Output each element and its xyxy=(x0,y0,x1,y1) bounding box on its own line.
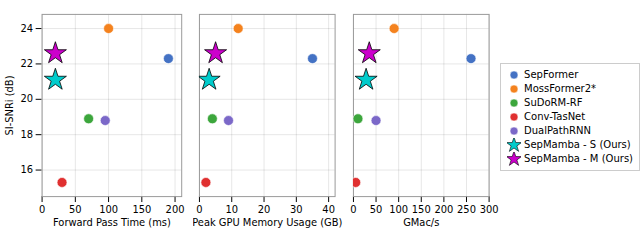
svg-text:0: 0 xyxy=(350,203,356,214)
svg-text:40: 40 xyxy=(322,203,335,214)
html-text:SepFormer: SepFormer xyxy=(524,69,579,80)
svg-text:24: 24 xyxy=(21,22,34,33)
svg-text:SI-SNRi (dB): SI-SNRi (dB) xyxy=(4,75,15,135)
svg-text:20: 20 xyxy=(21,93,34,104)
svg-text:10: 10 xyxy=(226,203,239,214)
svg-text:100: 100 xyxy=(389,203,408,214)
svg-text:250: 250 xyxy=(457,203,476,214)
svg-text:100: 100 xyxy=(99,203,118,214)
html-text:MossFormer2*: MossFormer2* xyxy=(524,83,596,94)
svg-text:0: 0 xyxy=(39,203,45,214)
svg-text:30: 30 xyxy=(290,203,303,214)
svg-text:16: 16 xyxy=(21,164,34,175)
svg-text:200: 200 xyxy=(434,203,453,214)
svg-text:200: 200 xyxy=(166,203,185,214)
svg-text:22: 22 xyxy=(21,58,34,69)
html-text:DualPathRNN: DualPathRNN xyxy=(524,125,591,136)
html-text:Conv-TasNet: Conv-TasNet xyxy=(524,111,586,122)
svg-text:50: 50 xyxy=(69,203,82,214)
svg-text:18: 18 xyxy=(21,128,34,139)
html-text:SepMamba - S (Ours): SepMamba - S (Ours) xyxy=(524,139,631,150)
svg-text:Peak GPU Memory Usage (GB): Peak GPU Memory Usage (GB) xyxy=(193,217,342,228)
svg-text:20: 20 xyxy=(258,203,271,214)
svg-text:50: 50 xyxy=(369,203,382,214)
svg-text:150: 150 xyxy=(132,203,151,214)
svg-text:GMac/s: GMac/s xyxy=(403,217,439,228)
svg-text:150: 150 xyxy=(411,203,430,214)
svg-text:300: 300 xyxy=(479,203,498,214)
svg-text:Forward Pass Time (ms): Forward Pass Time (ms) xyxy=(53,217,171,228)
html-text:SepMamba - M (Ours): SepMamba - M (Ours) xyxy=(524,153,633,164)
svg-text:0: 0 xyxy=(196,203,202,214)
html-text:SuDoRM-RF: SuDoRM-RF xyxy=(524,97,583,108)
